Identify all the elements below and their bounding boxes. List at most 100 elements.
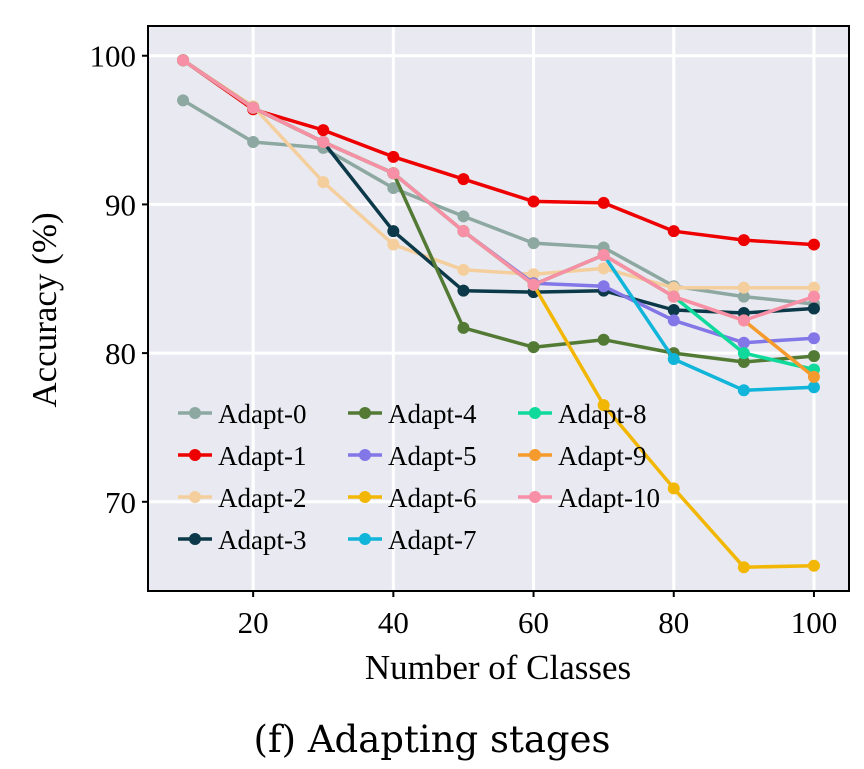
legend-marker: [359, 407, 371, 419]
data-point: [807, 281, 820, 294]
data-point: [457, 284, 470, 297]
data-point: [737, 561, 750, 574]
legend-label: Adapt-7: [388, 525, 476, 555]
data-point: [807, 350, 820, 363]
data-point: [317, 135, 330, 148]
legend-label: Adapt-5: [388, 441, 476, 471]
y-tick-label: 80: [105, 336, 136, 371]
y-axis-title: Accuracy (%): [25, 212, 64, 407]
data-point: [457, 263, 470, 276]
series-line: [182, 58, 815, 323]
data-point: [737, 384, 750, 397]
data-point: [597, 333, 610, 346]
data-point: [737, 314, 750, 327]
y-tick-label: 100: [90, 39, 137, 74]
data-point: [247, 135, 260, 148]
legend-entry: Adapt-0: [178, 399, 306, 429]
data-point: [737, 290, 750, 303]
legend-marker: [189, 533, 201, 545]
data-point: [177, 94, 190, 107]
y-tick-label: 70: [105, 485, 136, 520]
data-point: [527, 278, 540, 291]
legend-entry: Adapt-8: [518, 399, 646, 429]
legend-label: Adapt-8: [558, 399, 646, 429]
legend-entry: Adapt-7: [348, 525, 476, 555]
legend-marker: [529, 491, 541, 503]
legend-label: Adapt-4: [388, 399, 477, 429]
legend-entry: Adapt-10: [518, 483, 660, 513]
data-point: [667, 290, 680, 303]
figure-caption: (f) Adapting stages: [253, 718, 611, 761]
series-adapt-10: [177, 54, 820, 327]
data-point: [527, 341, 540, 354]
data-point: [527, 237, 540, 250]
data-point: [597, 280, 610, 293]
data-point: [737, 281, 750, 294]
data-point: [737, 347, 750, 360]
legend-entry: Adapt-4: [348, 399, 477, 429]
data-point: [387, 182, 400, 195]
data-point: [527, 268, 540, 281]
legend-marker: [189, 449, 201, 461]
data-point: [807, 302, 820, 315]
data-point: [807, 332, 820, 345]
legend-label: Adapt-1: [218, 441, 306, 471]
data-point: [317, 124, 330, 137]
x-tick-label: 100: [791, 605, 838, 640]
series-line: [182, 58, 814, 290]
data-point: [387, 167, 400, 180]
x-tick-label: 60: [518, 605, 549, 640]
data-point: [457, 173, 470, 186]
legend-label: Adapt-3: [218, 525, 306, 555]
data-point: [807, 290, 820, 303]
legend-entry: Adapt-1: [178, 441, 306, 471]
data-point: [807, 559, 820, 572]
data-point: [527, 195, 540, 208]
legend-marker: [359, 533, 371, 545]
data-point: [667, 314, 680, 327]
x-axis-title: Number of Classes: [365, 648, 631, 687]
legend-entry: Adapt-5: [348, 441, 476, 471]
legend-marker: [189, 407, 201, 419]
data-point: [247, 101, 260, 114]
data-point: [597, 196, 610, 209]
legend-marker: [529, 449, 541, 461]
data-point: [667, 281, 680, 294]
legend-entry: Adapt-2: [178, 483, 306, 513]
data-point: [387, 225, 400, 238]
plot-frame: [147, 25, 850, 592]
legend-label: Adapt-2: [218, 483, 306, 513]
data-point: [737, 356, 750, 369]
data-point: [457, 210, 470, 223]
data-point: [387, 238, 400, 251]
data-point: [807, 381, 820, 394]
legend-label: Adapt-9: [558, 441, 646, 471]
legend-label: Adapt-6: [388, 483, 476, 513]
y-tick-label: 90: [105, 187, 136, 222]
data-point: [667, 225, 680, 238]
legend-marker: [359, 449, 371, 461]
data-point: [387, 150, 400, 163]
series-line: [182, 58, 815, 247]
accuracy-line-chart: Adapt-0 Adapt-1 Adapt-2 Adapt-3 Adapt-4 Adapt…: [25, 25, 850, 687]
legend-label: Adapt-0: [218, 399, 306, 429]
data-point: [667, 482, 680, 495]
legend-marker: [529, 407, 541, 419]
data-point: [667, 303, 680, 316]
data-point: [737, 336, 750, 349]
data-point: [667, 353, 680, 366]
data-point: [737, 234, 750, 247]
data-point: [597, 262, 610, 275]
data-point: [807, 238, 820, 251]
x-tick-label: 80: [658, 605, 689, 640]
data-point: [597, 399, 610, 412]
legend-marker: [189, 491, 201, 503]
legend-entry: Adapt-9: [518, 441, 646, 471]
legend-marker: [359, 491, 371, 503]
legend-label: Adapt-10: [558, 483, 660, 513]
legend-entry: Adapt-6: [348, 483, 476, 513]
data-point: [807, 370, 820, 383]
x-tick-label: 20: [238, 605, 269, 640]
data-point: [457, 321, 470, 334]
data-point: [317, 176, 330, 189]
